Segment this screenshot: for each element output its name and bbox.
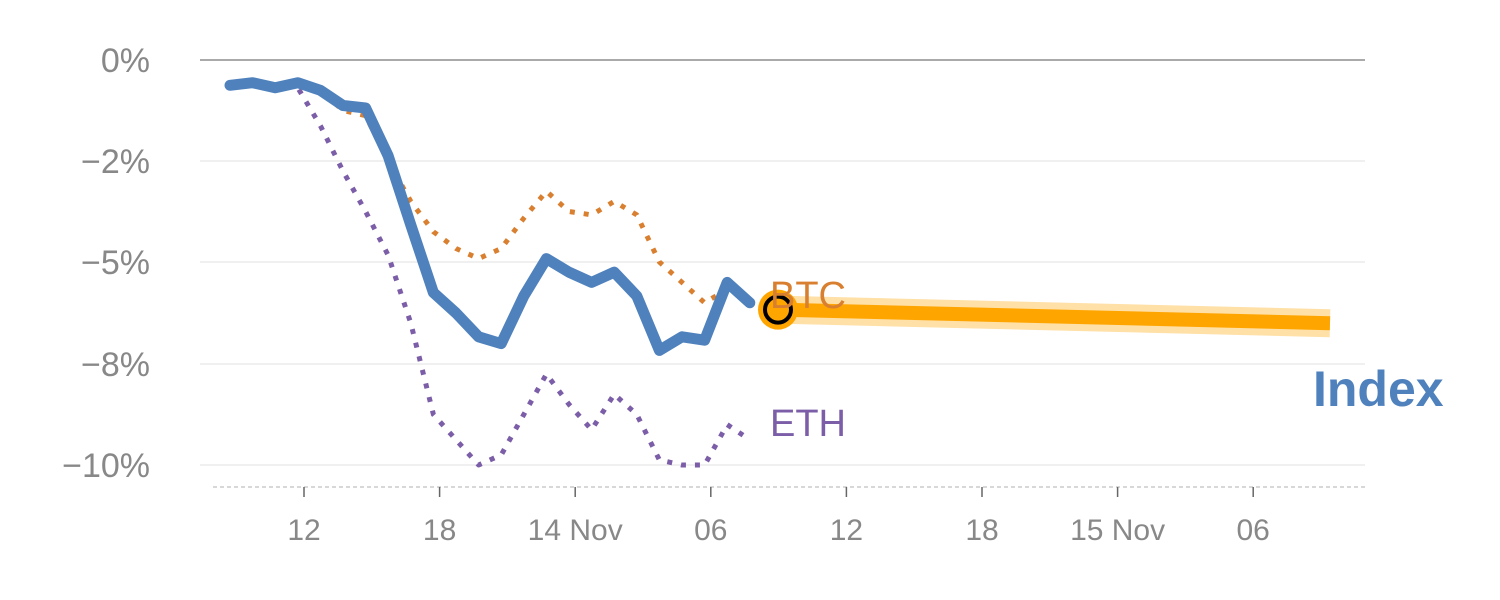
- x-tick-label: 18: [423, 514, 456, 547]
- y-tick-label: 0%: [101, 42, 150, 80]
- x-tick-label: 15 Nov: [1070, 514, 1165, 547]
- x-tick-label: 18: [965, 514, 998, 547]
- y-tick-label: −10%: [62, 447, 150, 485]
- projection-line: [777, 302, 1331, 331]
- series-line-btc: [230, 80, 751, 306]
- current-marker: [763, 294, 793, 325]
- series-line-eth: [230, 82, 752, 468]
- x-tick-label: 06: [1237, 514, 1270, 547]
- series-label-btc: BTC: [770, 275, 846, 317]
- x-tick-label: 06: [694, 514, 727, 547]
- y-tick-label: −5%: [81, 244, 150, 282]
- series-label-index: Index: [1313, 361, 1444, 417]
- y-tick-label: −8%: [81, 346, 150, 384]
- series-label-eth: ETH: [770, 403, 846, 445]
- x-tick-label: 14 Nov: [528, 514, 623, 547]
- series-layer: [224, 77, 1331, 468]
- x-tick-label: 12: [287, 514, 320, 547]
- series-line-index: [224, 77, 756, 356]
- label-layer: BTC ETH Index: [770, 275, 1444, 445]
- axis-layer: 0% −2% −5% −8% −10% 12 18 14 Nov 06 12 18 15 Nov 06: [62, 42, 1365, 547]
- y-tick-label: −2%: [81, 143, 150, 181]
- x-tick-label: 12: [830, 514, 863, 547]
